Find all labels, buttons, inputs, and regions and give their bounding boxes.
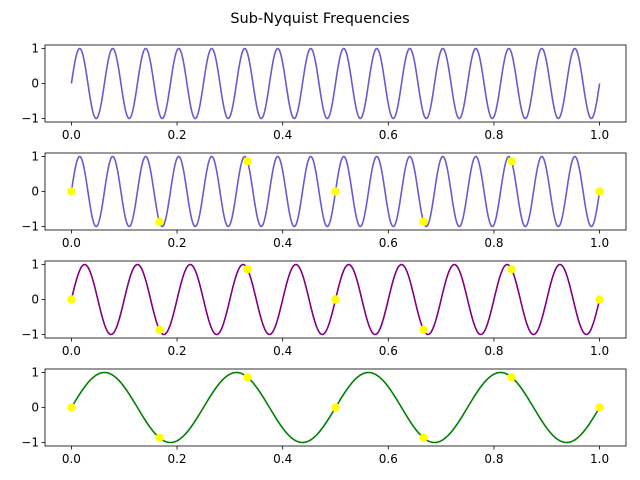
y-tick-label: −1 (21, 436, 39, 450)
x-tick-label: 0.6 (379, 344, 398, 358)
y-tick-label: −1 (21, 328, 39, 342)
y-tick-label: −1 (21, 112, 39, 126)
y-tick-label: 1 (31, 42, 39, 56)
x-tick-label: 0.4 (273, 344, 292, 358)
sample-point-2-7 (595, 187, 604, 196)
subplot-3: 0.0 0.2 0.4 0.6 0.8 1.0 1 0 −1 (21, 258, 627, 358)
x-tick-label: 0.0 (62, 344, 81, 358)
sample-point-4-5 (419, 433, 428, 443)
x-tick-label: 0.4 (273, 128, 292, 142)
x-tick-label: 0.8 (484, 236, 503, 250)
sample-point-3-6 (507, 264, 516, 274)
subplot-1: 0.0 0.2 0.4 0.6 0.8 1.0 1 0 −1 (21, 42, 627, 142)
y-tick-label: 0 (31, 401, 39, 415)
sample-point-2-1 (67, 187, 76, 196)
sample-point-4-6 (507, 372, 516, 382)
sample-point-2-3 (243, 156, 252, 166)
x-tick-label: 0.2 (167, 128, 186, 142)
y-tick-label: 0 (31, 293, 39, 307)
x-tick-label: 0.2 (167, 344, 186, 358)
x-tick-label: 0.8 (484, 128, 503, 142)
x-tick-label: 1.0 (590, 128, 609, 142)
subplot-2: 0.0 0.2 0.4 0.6 0.8 1.0 1 0 −1 (21, 150, 627, 250)
sample-point-3-7 (595, 295, 604, 304)
sample-point-2-4 (331, 187, 340, 196)
x-tick-label: 0.2 (167, 452, 186, 466)
sample-point-2-6 (507, 156, 516, 166)
sample-point-2-5 (419, 217, 428, 227)
x-tick-label: 1.0 (590, 344, 609, 358)
y-tick-label: 1 (31, 150, 39, 164)
x-tick-label: 1.0 (590, 452, 609, 466)
sample-point-4-3 (243, 372, 252, 382)
x-tick-label: 0.0 (62, 128, 81, 142)
sample-point-2-2 (155, 217, 164, 227)
sample-point-4-2 (155, 433, 164, 443)
y-tick-label: 0 (31, 77, 39, 91)
y-tick-label: 0 (31, 185, 39, 199)
series-line-1 (70, 47, 601, 120)
sample-point-4-1 (67, 403, 76, 412)
x-tick-label: 0.0 (62, 236, 81, 250)
x-tick-label: 0.6 (379, 128, 398, 142)
sample-point-3-3 (243, 264, 252, 274)
sample-point-3-2 (155, 325, 164, 335)
y-tick-label: −1 (21, 220, 39, 234)
x-tick-label: 0.2 (167, 236, 186, 250)
x-tick-label: 0.6 (379, 236, 398, 250)
x-tick-label: 0.0 (62, 452, 81, 466)
x-tick-label: 0.4 (273, 452, 292, 466)
sample-point-3-4 (331, 295, 340, 304)
figure-title: Sub-Nyquist Frequencies (230, 11, 409, 27)
sample-point-4-4 (331, 403, 340, 412)
x-tick-label: 0.8 (484, 452, 503, 466)
y-tick-label: 1 (31, 366, 39, 380)
sample-point-3-1 (67, 295, 76, 304)
subplot-4: 0.0 0.2 0.4 0.6 0.8 1.0 1 0 −1 (21, 366, 627, 466)
axes-container: 0.0 0.2 0.4 0.6 0.8 1.0 1 0 −1 0.0 0.2 0.4 0.6 0.8 1.0… (21, 42, 627, 466)
x-tick-label: 1.0 (590, 236, 609, 250)
sample-point-3-5 (419, 325, 428, 335)
x-tick-label: 0.4 (273, 236, 292, 250)
x-tick-label: 0.6 (379, 452, 398, 466)
y-tick-label: 1 (31, 258, 39, 272)
x-tick-label: 0.8 (484, 344, 503, 358)
sample-point-4-7 (595, 403, 604, 412)
